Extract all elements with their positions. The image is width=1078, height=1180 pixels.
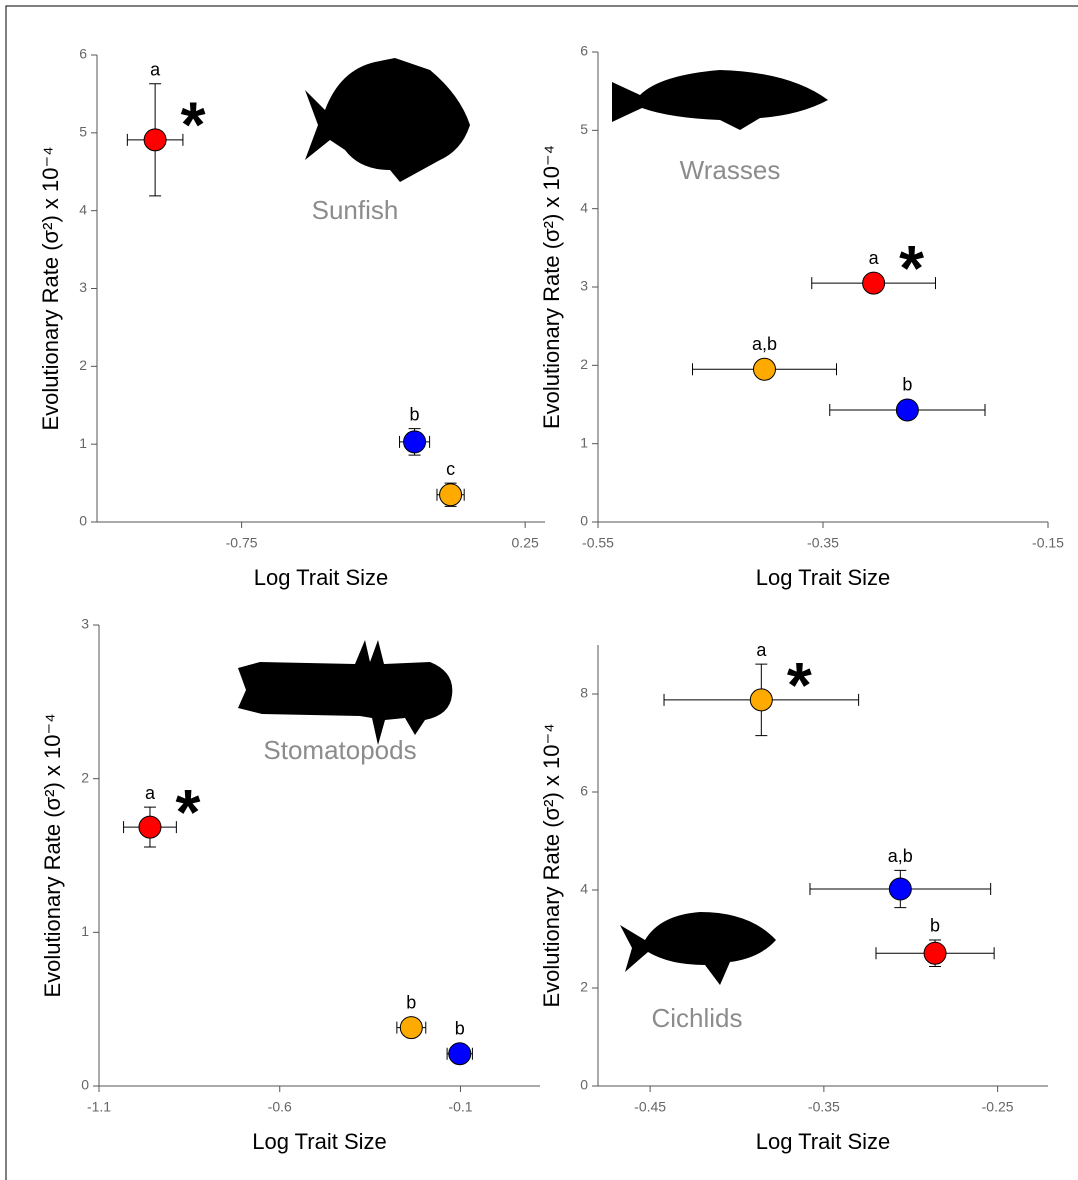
point: [749, 688, 773, 712]
group-label: Cichlids: [651, 1003, 742, 1033]
x-tick-label: 0.25: [512, 535, 539, 551]
wrasse-icon: [612, 70, 828, 130]
significance-mark: *: [176, 776, 201, 848]
y-tick-label: 2: [79, 357, 87, 373]
y-tick-label: 3: [81, 616, 89, 632]
point: [138, 815, 162, 839]
point: [399, 1016, 423, 1040]
y-tick-label: 0: [580, 1077, 588, 1093]
y-tick-label: 1: [81, 923, 89, 939]
y-tick-label: 2: [81, 769, 89, 785]
y-tick-label: 6: [79, 46, 87, 62]
stomatopod-icon: [238, 640, 453, 745]
y-tick-label: 3: [580, 278, 588, 294]
x-tick-label: -0.15: [1032, 535, 1064, 551]
y-tick-label: 8: [580, 685, 588, 701]
point-label: b: [410, 404, 420, 424]
x-tick-label: -0.1: [448, 1099, 472, 1115]
y-tick-label: 6: [580, 783, 588, 799]
x-axis-title: Log Trait Size: [756, 1129, 891, 1154]
point-label: a,b: [752, 334, 777, 354]
frame: [5, 5, 1078, 1180]
y-axis-title: Evolutionary Rate (σ²) x 10⁻⁴: [539, 723, 564, 1007]
point: [439, 483, 463, 507]
y-tick-label: 4: [580, 881, 588, 897]
point-label: b: [455, 1018, 465, 1038]
y-tick-label: 3: [79, 279, 87, 295]
y-tick-label: 2: [580, 356, 588, 372]
point: [888, 877, 912, 901]
y-tick-label: 0: [79, 513, 87, 529]
point-label: b: [902, 375, 912, 395]
point: [448, 1042, 472, 1066]
y-tick-label: 1: [580, 434, 588, 450]
point-label: a: [756, 640, 767, 660]
y-tick-label: 4: [79, 201, 87, 217]
x-tick-label: -0.35: [808, 1099, 840, 1115]
y-tick-label: 1: [79, 435, 87, 451]
point-label: a,b: [888, 846, 913, 866]
x-axis-title: Log Trait Size: [756, 565, 891, 590]
y-tick-label: 6: [580, 43, 588, 59]
point: [923, 941, 947, 965]
point-label: a: [145, 783, 156, 803]
x-tick-label: -0.6: [268, 1099, 292, 1115]
point: [403, 430, 427, 454]
point-label: a: [869, 248, 880, 268]
y-axis-title: Evolutionary Rate (σ²) x 10⁻⁴: [40, 713, 65, 997]
y-tick-label: 5: [79, 124, 87, 140]
y-tick-label: 4: [580, 199, 588, 215]
point: [862, 271, 886, 295]
x-tick-label: -0.35: [807, 535, 839, 551]
x-axis-title: Log Trait Size: [254, 565, 389, 590]
point-label: b: [406, 992, 416, 1012]
significance-mark: *: [787, 649, 812, 721]
point-label: a: [150, 60, 161, 80]
x-tick-label: -0.55: [582, 535, 614, 551]
point: [753, 357, 776, 381]
point-label: b: [930, 916, 940, 936]
y-axis-title: Evolutionary Rate (σ²) x 10⁻⁴: [38, 146, 63, 430]
significance-mark: *: [181, 89, 206, 161]
x-tick-label: -1.1: [87, 1099, 111, 1115]
x-tick-label: -0.25: [982, 1099, 1014, 1115]
y-tick-label: 0: [580, 513, 588, 529]
group-label: Wrasses: [680, 155, 781, 185]
significance-mark: *: [899, 232, 924, 304]
point: [143, 128, 167, 152]
group-label: Stomatopods: [263, 735, 416, 765]
x-tick-label: -0.75: [226, 535, 258, 551]
y-axis-title: Evolutionary Rate (σ²) x 10⁻⁴: [539, 145, 564, 429]
x-tick-label: -0.45: [634, 1099, 666, 1115]
sunfish-icon: [305, 58, 470, 182]
point-label: c: [446, 459, 455, 479]
cichlid-icon: [620, 912, 776, 985]
point: [895, 398, 919, 422]
x-axis-title: Log Trait Size: [252, 1129, 387, 1154]
y-tick-label: 5: [580, 121, 588, 137]
y-tick-label: 0: [81, 1077, 89, 1093]
group-label: Sunfish: [312, 195, 399, 225]
y-tick-label: 2: [580, 979, 588, 995]
